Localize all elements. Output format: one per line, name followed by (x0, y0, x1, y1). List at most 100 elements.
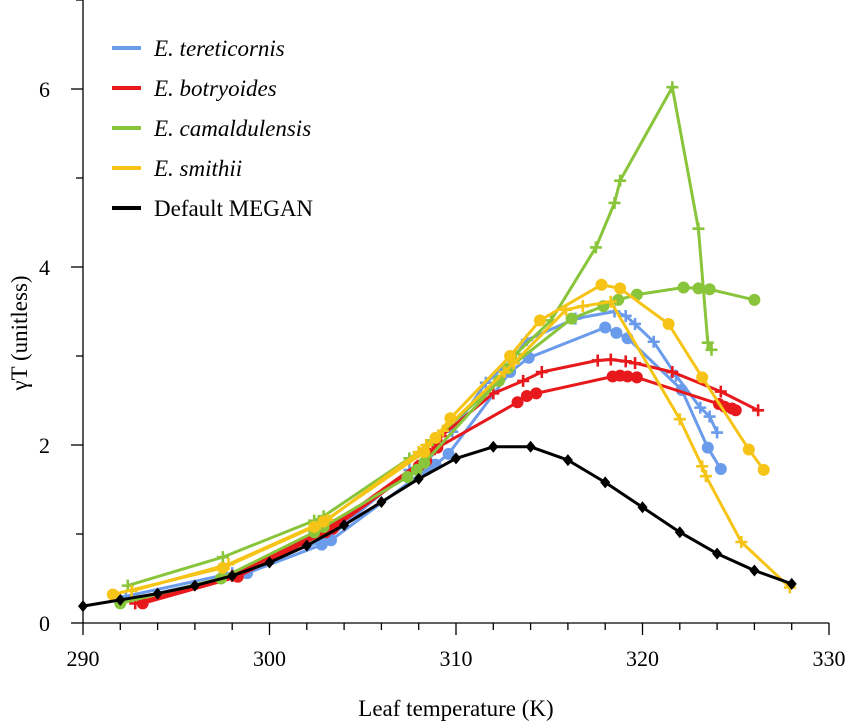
y-axis-title: γT (unitless) (7, 275, 32, 391)
data-point (517, 374, 530, 387)
x-ticks: 290 300 310 320 330 (67, 623, 846, 671)
data-point (595, 278, 608, 291)
data-point (264, 556, 275, 569)
data-point (315, 538, 328, 551)
data-point (429, 431, 442, 444)
data-point (752, 404, 765, 417)
data-point (451, 452, 461, 465)
data-point (301, 539, 312, 552)
data-point (749, 564, 760, 577)
data-point (692, 282, 705, 295)
data-point (619, 355, 632, 368)
data-point (701, 336, 714, 349)
series-4 (78, 440, 797, 613)
data-point (621, 370, 634, 383)
data-point (757, 463, 770, 476)
y-tick-label: 6 (39, 77, 50, 102)
data-point (106, 588, 119, 601)
data-point (637, 501, 648, 514)
x-tick-label: 320 (626, 646, 659, 671)
legend-label: E. smithii (153, 156, 242, 181)
x-tick-label: 290 (67, 646, 100, 671)
data-point (115, 593, 126, 606)
data-point (619, 309, 632, 322)
data-point (647, 335, 660, 348)
data-point (694, 401, 707, 414)
data-point (696, 460, 709, 473)
data-point (673, 413, 686, 426)
x-axis-title: Leaf temperature (K) (358, 696, 553, 721)
data-point (413, 472, 424, 485)
series-line (131, 300, 791, 593)
plot-area (78, 81, 797, 613)
data-point (674, 526, 685, 539)
data-point (401, 471, 414, 484)
data-point (418, 446, 431, 459)
data-point (216, 561, 229, 574)
legend-label: E. camaldulensis (153, 116, 311, 141)
data-point (591, 354, 604, 367)
data-point (662, 317, 675, 330)
data-point (339, 519, 350, 532)
data-point (535, 366, 548, 379)
data-point (410, 463, 423, 476)
data-point (712, 547, 723, 560)
data-point (614, 282, 627, 295)
data-point (630, 371, 643, 384)
x-tick-label: 330 (813, 646, 846, 671)
data-point (666, 366, 679, 379)
data-point (703, 410, 716, 423)
data-point (189, 579, 200, 592)
data-point (376, 495, 387, 508)
y-ticks: 0 2 4 6 (39, 0, 83, 636)
y-tick-label: 0 (39, 611, 50, 636)
data-point (614, 174, 627, 187)
data-point (703, 283, 716, 296)
data-point (520, 390, 533, 403)
data-point (533, 314, 546, 327)
y-tick-label: 2 (39, 433, 50, 458)
data-point (227, 569, 238, 582)
data-point (608, 196, 621, 209)
data-point (530, 387, 543, 400)
series-line (82, 445, 793, 608)
series-0 (114, 305, 727, 608)
data-point (604, 353, 617, 366)
data-point (666, 81, 679, 94)
data-point (735, 536, 748, 549)
data-point (696, 371, 709, 384)
axes: 290 300 310 320 330 0 2 4 6 Leaf temperature (K… (7, 0, 846, 721)
data-point (525, 440, 536, 453)
data-point (576, 300, 589, 313)
data-point (612, 293, 625, 306)
data-point (562, 454, 573, 467)
data-point (444, 412, 457, 425)
data-point (742, 443, 755, 456)
data-point (418, 456, 431, 469)
data-point (216, 551, 229, 564)
data-point (492, 374, 505, 387)
data-point (589, 241, 602, 254)
data-point (152, 587, 163, 600)
data-point (442, 447, 455, 460)
data-point (610, 326, 623, 339)
data-point (692, 222, 705, 235)
data-point (488, 440, 499, 453)
y-tick-label: 4 (39, 255, 50, 280)
data-point (308, 520, 321, 533)
data-point (511, 396, 524, 409)
data-point (714, 385, 727, 398)
data-point (600, 476, 611, 489)
data-point (629, 317, 642, 330)
x-tick-label: 300 (253, 646, 286, 671)
data-point (729, 404, 742, 417)
data-point (701, 441, 714, 454)
data-point (748, 293, 761, 306)
data-point (317, 515, 330, 528)
data-point (677, 281, 690, 294)
data-point (705, 343, 718, 356)
series-3 (106, 278, 796, 601)
data-point (498, 366, 511, 379)
legend: E. tereticornis E. botryoides E. camaldule… (112, 36, 313, 221)
data-point (629, 357, 642, 370)
